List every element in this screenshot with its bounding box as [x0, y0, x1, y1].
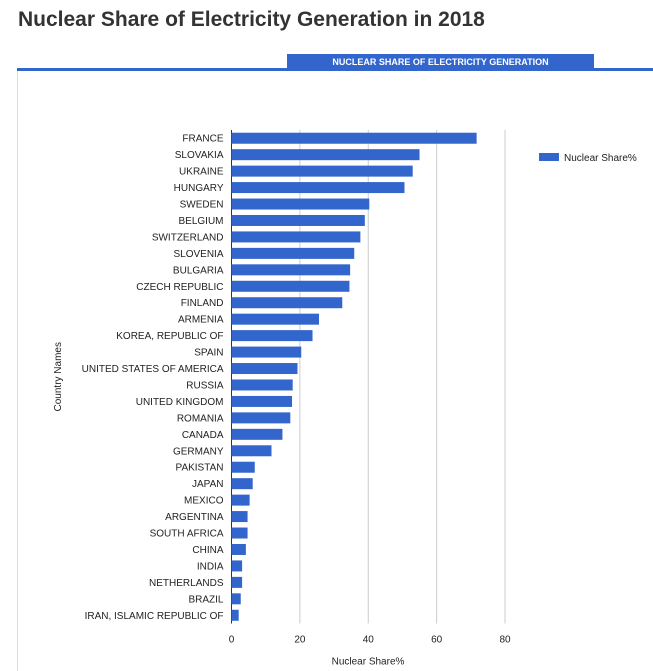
category-label: FRANCE [182, 134, 223, 145]
bar [231, 576, 243, 588]
bar [231, 247, 355, 259]
category-label: UKRAINE [179, 167, 224, 178]
category-label: SOUTH AFRICA [150, 529, 224, 540]
category-label: CZECH REPUBLIC [136, 282, 223, 293]
bar [231, 543, 246, 555]
bar [231, 412, 291, 424]
bar [231, 280, 350, 292]
category-label: SWITZERLAND [152, 232, 224, 243]
bar [231, 461, 255, 473]
bar [231, 132, 477, 144]
x-tick-label: 80 [499, 635, 511, 646]
bar [231, 445, 272, 457]
category-label: SPAIN [194, 348, 223, 359]
x-tick-label: 0 [229, 635, 235, 646]
category-label: ROMANIA [177, 413, 224, 424]
category-label: UNITED KINGDOM [136, 397, 224, 408]
bar [231, 149, 420, 161]
bar [231, 428, 283, 440]
x-tick-label: 40 [363, 635, 375, 646]
category-label: JAPAN [192, 479, 224, 490]
legend-label: Nuclear Share% [564, 153, 637, 164]
x-tick-label: 20 [294, 635, 306, 646]
bar [231, 231, 361, 243]
category-label: SWEDEN [180, 200, 224, 211]
category-label: GERMANY [173, 446, 224, 457]
category-label: SLOVENIA [173, 249, 223, 260]
bar [231, 527, 248, 539]
bar [231, 379, 293, 391]
category-label: KOREA, REPUBLIC OF [116, 331, 223, 342]
y-axis-title: Country Names [53, 342, 64, 411]
category-label: CANADA [182, 430, 224, 441]
bar [231, 313, 320, 325]
bar [231, 330, 313, 342]
bar [231, 264, 351, 276]
bar [231, 165, 413, 177]
bar [231, 478, 253, 490]
bar [231, 609, 239, 621]
bar [231, 182, 405, 194]
bar [231, 297, 343, 309]
page-title: Nuclear Share of Electricity Generation … [18, 8, 485, 31]
x-tick-label: 60 [431, 635, 443, 646]
bar [231, 593, 241, 605]
bar [231, 560, 243, 572]
bar [231, 494, 250, 506]
category-label: RUSSIA [186, 380, 224, 391]
category-label: FINLAND [181, 298, 224, 309]
bar [231, 363, 298, 375]
category-label: ARGENTINA [165, 512, 224, 523]
category-label: IRAN, ISLAMIC REPUBLIC OF [85, 611, 224, 622]
bar [231, 346, 302, 358]
bar [231, 198, 370, 210]
category-label: CHINA [192, 545, 223, 556]
category-label: BELGIUM [178, 216, 223, 227]
legend-swatch [539, 153, 559, 161]
category-label: BULGARIA [173, 265, 224, 276]
category-label: INDIA [197, 561, 224, 572]
category-label: SLOVAKIA [175, 150, 224, 161]
bar [231, 395, 293, 407]
bar [231, 511, 248, 523]
chart-panel [17, 71, 653, 671]
category-label: HUNGARY [174, 183, 224, 194]
bar [231, 214, 365, 226]
x-axis-title: Nuclear Share% [332, 657, 405, 666]
category-label: UNITED STATES OF AMERICA [82, 364, 224, 375]
category-label: ARMENIA [178, 315, 224, 326]
category-label: PAKISTAN [176, 463, 224, 474]
category-label: MEXICO [184, 496, 224, 507]
tab-nuclear-share[interactable]: NUCLEAR SHARE OF ELECTRICITY GENERATION [287, 54, 594, 70]
category-label: BRAZIL [188, 594, 223, 605]
category-label: NETHERLANDS [149, 578, 224, 589]
